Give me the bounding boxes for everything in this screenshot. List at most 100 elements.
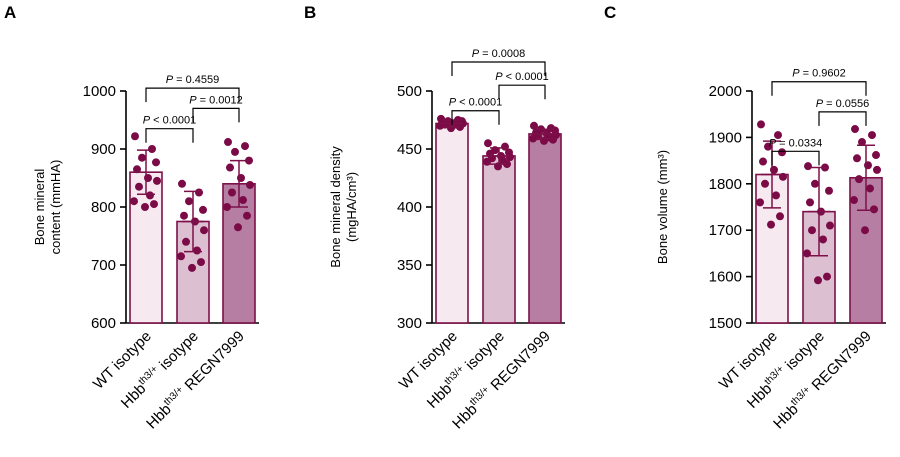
significance-bracket <box>451 61 546 76</box>
p-value-text: = 0.4559 <box>173 74 219 86</box>
data-point <box>529 134 537 143</box>
data-point <box>484 139 492 148</box>
data-point <box>868 131 876 140</box>
data-point <box>804 162 812 171</box>
data-point <box>501 142 509 151</box>
y-axis-title: Bone mineralcontent (mmHA) <box>32 160 63 255</box>
data-point <box>811 179 819 188</box>
y-axis-title: Bone volume (mm³) <box>655 150 670 264</box>
data-point <box>761 179 769 188</box>
bar <box>482 155 516 324</box>
data-point <box>135 182 143 191</box>
y-tick-label: 1800 <box>709 176 742 193</box>
y-tick-label: 500 <box>397 83 422 100</box>
data-point <box>130 197 138 206</box>
y-axis-title-line: Bone mineral density <box>328 146 343 268</box>
significance-bracket <box>498 84 546 100</box>
data-point <box>819 235 827 244</box>
data-point <box>872 151 880 160</box>
y-axis-title-line: Bone mineral <box>32 169 47 246</box>
data-point <box>133 165 141 174</box>
y-axis-title: Bone mineral density(mgHA/cm³) <box>328 146 359 268</box>
data-point <box>864 161 872 170</box>
y-tick-label: 350 <box>397 257 422 274</box>
significance-bracket <box>451 110 500 125</box>
p-value-text: = 0.0012 <box>197 94 243 106</box>
data-point <box>131 132 139 141</box>
y-tick-label: 1500 <box>709 315 742 332</box>
data-point <box>234 223 242 232</box>
data-point <box>153 176 161 185</box>
data-point <box>776 212 784 221</box>
y-axis-title-line: (mgHA/cm³) <box>344 172 359 242</box>
y-tick-label: 1900 <box>709 129 742 146</box>
data-point <box>180 211 188 220</box>
panel-b: B Bone mineral density(mgHA/cm³) 300 350 400… <box>304 3 565 432</box>
p-value-symbol: P <box>495 71 503 83</box>
p-value-label: P = 0.0008 <box>472 48 526 60</box>
p-value-text: < 0.0001 <box>503 71 549 83</box>
data-point <box>199 205 207 214</box>
data-point <box>861 226 869 235</box>
data-point <box>530 121 538 130</box>
data-point <box>178 179 186 188</box>
data-point <box>806 198 814 207</box>
data-point <box>226 163 234 172</box>
data-point <box>241 142 249 151</box>
data-point <box>759 157 767 166</box>
data-point <box>185 197 193 206</box>
p-value-text: < 0.0001 <box>456 97 502 109</box>
data-point <box>772 191 780 200</box>
data-point <box>152 158 160 167</box>
p-value-symbol: P <box>792 68 800 80</box>
y-axis-title-line: Bone volume (mm³) <box>655 150 670 264</box>
data-point <box>193 246 201 255</box>
significance-bracket <box>818 111 867 126</box>
data-point <box>855 175 863 184</box>
y-tick-label: 1600 <box>709 269 742 286</box>
data-point <box>138 153 146 162</box>
p-value-label: P < 0.0001 <box>449 97 503 109</box>
panel-letter: C <box>604 3 616 22</box>
y-tick-label: 1000 <box>83 83 116 100</box>
y-tick-label: 450 <box>397 141 422 158</box>
significance-bracket <box>145 128 194 143</box>
data-point <box>851 125 859 134</box>
p-value-label: P = 0.0012 <box>189 94 243 106</box>
y-tick-label: 900 <box>91 141 116 158</box>
data-point <box>850 196 858 205</box>
panel-a: A Bone mineralcontent (mmHA) 600 700 800 900 1… <box>4 3 259 432</box>
data-point <box>148 145 156 153</box>
data-point <box>177 252 185 261</box>
data-point <box>447 124 455 133</box>
data-point <box>774 131 782 140</box>
p-value-label: P = 0.9602 <box>792 68 846 80</box>
data-point <box>767 220 775 229</box>
y-tick-label: 700 <box>91 257 116 274</box>
p-value-symbol: P <box>472 48 480 60</box>
p-value-label: P = 0.4559 <box>166 74 220 86</box>
bar <box>435 122 469 324</box>
bar <box>528 133 562 324</box>
data-point <box>770 165 778 174</box>
p-value-label: P < 0.0001 <box>495 71 549 83</box>
data-point <box>757 120 765 129</box>
data-point <box>778 148 786 157</box>
data-point <box>870 205 878 214</box>
data-point <box>197 258 205 267</box>
significance-bracket <box>771 150 820 166</box>
data-point <box>224 138 232 147</box>
p-value-label: P = 0.0556 <box>816 98 870 110</box>
significance-bracket <box>145 87 240 103</box>
data-point <box>506 153 514 162</box>
data-point <box>826 221 834 230</box>
data-point <box>239 196 247 205</box>
data-point <box>803 249 811 258</box>
p-value-text: = 0.0556 <box>823 98 869 110</box>
data-point <box>808 226 816 235</box>
data-point <box>141 203 149 211</box>
data-point <box>825 186 833 195</box>
data-point <box>858 138 866 147</box>
p-value-symbol: P <box>166 74 174 86</box>
